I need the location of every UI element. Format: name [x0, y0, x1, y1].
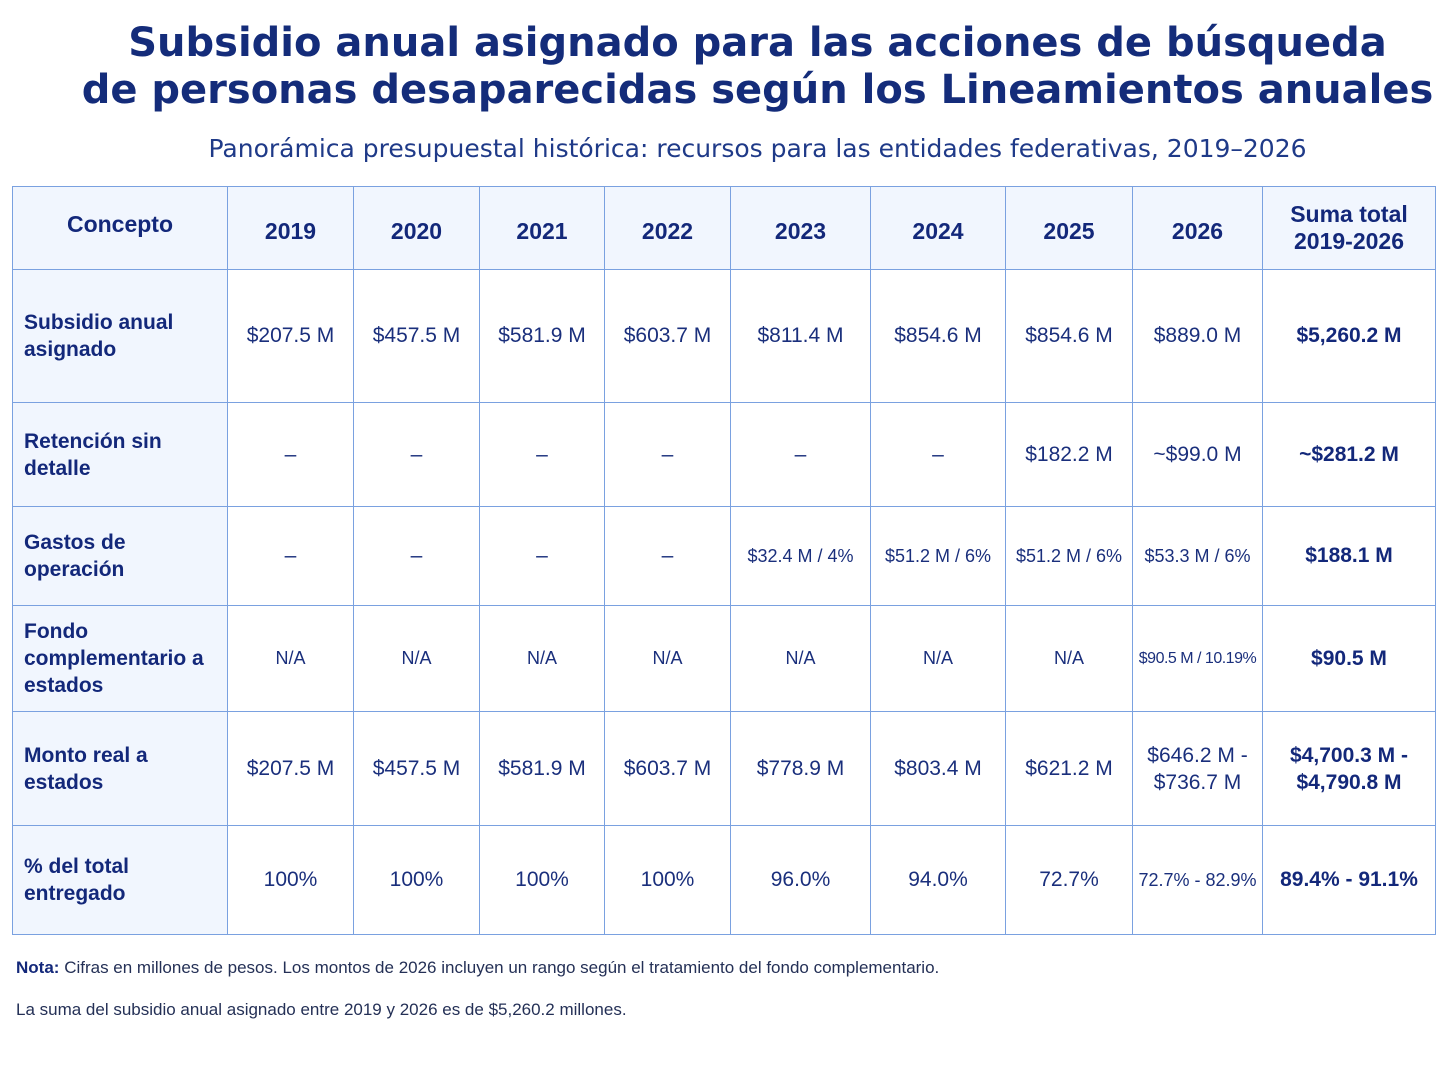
row-label: % del total entregado: [12, 825, 228, 935]
table-cell: –: [353, 506, 480, 606]
row-label: Retención sin detalle: [12, 402, 228, 507]
table-cell: $32.4 M / 4%: [730, 506, 871, 606]
header-year: 2023: [730, 186, 871, 270]
page-title: Subsidio anual asignado para las accione…: [60, 20, 1448, 114]
table-cell: –: [227, 402, 354, 507]
total-cell: $90.5 M: [1262, 605, 1436, 712]
header-total-line-2: 2019-2026: [1294, 228, 1404, 254]
table-cell: $854.6 M: [1005, 269, 1133, 403]
note-text: Cifras en millones de pesos. Los montos …: [64, 958, 940, 977]
table-cell: N/A: [353, 605, 480, 712]
table-cell: $581.9 M: [479, 269, 605, 403]
header-year: 2021: [479, 186, 605, 270]
table-row: Fondo complementario a estados N/A N/A N…: [12, 605, 1436, 712]
row-label: Fondo complementario a estados: [12, 605, 228, 712]
header-total: Suma total 2019-2026: [1262, 186, 1436, 270]
table-cell: $207.5 M: [227, 711, 354, 826]
table-row: Gastos de operación – – – – $32.4 M / 4%…: [12, 506, 1436, 606]
header-year: 2026: [1132, 186, 1263, 270]
note-line: Nota: Cifras en millones de pesos. Los m…: [16, 958, 939, 978]
page-subtitle: Panorámica presupuestal histórica: recur…: [208, 134, 1307, 163]
header-year: 2024: [870, 186, 1006, 270]
table-row: Subsidio anual asignado $207.5 M $457.5 …: [12, 269, 1436, 403]
header-row: Concepto 2019 2020 2021 2022 2023 2024 2…: [12, 186, 1436, 270]
table-cell: N/A: [479, 605, 605, 712]
sum-note: La suma del subsidio anual asignado entr…: [16, 1000, 627, 1019]
table-cell: $603.7 M: [604, 269, 731, 403]
table-cell: N/A: [1005, 605, 1133, 712]
table-cell: –: [353, 402, 480, 507]
table-cell: $51.2 M / 6%: [870, 506, 1006, 606]
table-cell: $646.2 M - $736.7 M: [1132, 711, 1263, 826]
header-year: 2025: [1005, 186, 1133, 270]
table-cell: 100%: [479, 825, 605, 935]
table-cell: N/A: [604, 605, 731, 712]
table-cell: –: [479, 506, 605, 606]
total-cell: ~$281.2 M: [1262, 402, 1436, 507]
table-cell: $621.2 M: [1005, 711, 1133, 826]
table-cell: $457.5 M: [353, 711, 480, 826]
table-cell: N/A: [227, 605, 354, 712]
table-cell: $811.4 M: [730, 269, 871, 403]
table-cell: $889.0 M: [1132, 269, 1263, 403]
note-label: Nota:: [16, 958, 60, 977]
row-label: Monto real a estados: [12, 711, 228, 826]
total-cell: $5,260.2 M: [1262, 269, 1436, 403]
table-cell: –: [730, 402, 871, 507]
header-year: 2020: [353, 186, 480, 270]
table-row: Retención sin detalle – – – – – – $182.2…: [12, 402, 1436, 507]
table-cell: 100%: [353, 825, 480, 935]
table-cell: $51.2 M / 6%: [1005, 506, 1133, 606]
header-concept: Concepto: [12, 186, 228, 270]
table-cell: 94.0%: [870, 825, 1006, 935]
table-cell: $182.2 M: [1005, 402, 1133, 507]
table-cell: $803.4 M: [870, 711, 1006, 826]
table-cell: $603.7 M: [604, 711, 731, 826]
table-cell: ~$99.0 M: [1132, 402, 1263, 507]
table-cell: 100%: [227, 825, 354, 935]
table-cell: $207.5 M: [227, 269, 354, 403]
header-year: 2019: [227, 186, 354, 270]
table-cell: –: [479, 402, 605, 507]
table-cell: $581.9 M: [479, 711, 605, 826]
table-cell: 72.7%: [1005, 825, 1133, 935]
table-row: % del total entregado 100% 100% 100% 100…: [12, 825, 1436, 935]
table-cell: –: [870, 402, 1006, 507]
table-cell: $53.3 M / 6%: [1132, 506, 1263, 606]
total-cell: 89.4% - 91.1%: [1262, 825, 1436, 935]
table-cell: $90.5 M / 10.19%: [1132, 605, 1263, 712]
row-label: Subsidio anual asignado: [12, 269, 228, 403]
header-year: 2022: [604, 186, 731, 270]
table-cell: N/A: [870, 605, 1006, 712]
table-cell: 100%: [604, 825, 731, 935]
title-line-2: de personas desaparecidas según los Line…: [81, 67, 1434, 113]
table-cell: $854.6 M: [870, 269, 1006, 403]
total-cell: $4,700.3 M - $4,790.8 M: [1262, 711, 1436, 826]
table-row: Monto real a estados $207.5 M $457.5 M $…: [12, 711, 1436, 826]
table-cell: 96.0%: [730, 825, 871, 935]
budget-table: Concepto 2019 2020 2021 2022 2023 2024 2…: [12, 186, 1436, 935]
table-cell: 72.7% - 82.9%: [1132, 825, 1263, 935]
table-cell: N/A: [730, 605, 871, 712]
table-cell: –: [227, 506, 354, 606]
row-label: Gastos de operación: [12, 506, 228, 606]
title-line-1: Subsidio anual asignado para las accione…: [128, 20, 1387, 66]
table-cell: $778.9 M: [730, 711, 871, 826]
table-cell: $457.5 M: [353, 269, 480, 403]
header-total-line-1: Suma total: [1290, 201, 1408, 227]
table-cell: –: [604, 402, 731, 507]
total-cell: $188.1 M: [1262, 506, 1436, 606]
table-cell: –: [604, 506, 731, 606]
